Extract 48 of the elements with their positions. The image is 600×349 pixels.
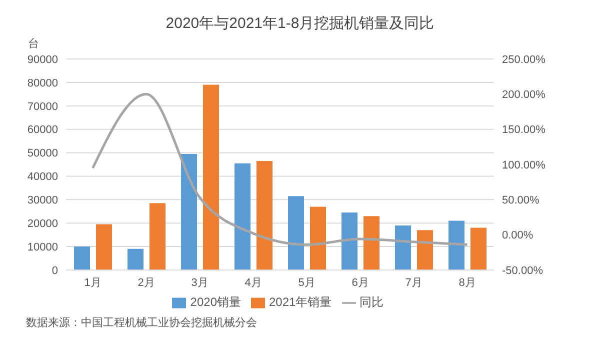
bar [150,203,166,270]
bar [342,212,358,270]
legend-label: 2020销量 [190,295,241,309]
y-tick-label: 10000 [27,241,58,254]
bar [256,160,272,270]
legend-label: 2021年销量 [269,295,332,309]
bar [417,230,433,270]
y-tick-label: 50000 [27,148,58,160]
bar [234,163,250,270]
bar [128,248,144,270]
legend-label: 同比 [360,295,384,309]
y2-tick-label: 50.00% [502,194,540,207]
y2-tick-label: 250.00% [502,54,546,66]
y-tick-label: 40000 [27,171,58,184]
y2-tick-label: 0.00% [502,230,534,242]
y-tick-label: 0 [52,264,58,277]
bar [288,196,304,270]
bar [448,220,464,270]
y-tick-label: 90000 [27,54,58,66]
y-tick-label: 20000 [27,218,58,230]
y2-tick-label: 200.00% [502,89,546,102]
x-tick-label: 4月 [244,276,262,289]
x-tick-label: 8月 [458,276,476,289]
x-tick-label: 6月 [352,276,369,289]
bar [310,206,326,270]
y-tick-label: 30000 [27,194,58,207]
bar [96,224,112,270]
bar [74,246,90,270]
x-tick-label: 1月 [84,276,102,289]
x-tick-label: 2月 [138,276,155,289]
y2-tick-label: -50.00% [502,264,544,277]
x-tick-label: 7月 [405,276,422,289]
y-tick-label: 70000 [27,100,58,113]
bar [395,225,411,270]
source-note: 数据来源：中国工程机械工业协会挖掘机械分会 [26,316,258,330]
y2-tick-label: 150.00% [502,124,546,136]
bar [181,154,197,270]
bar [470,228,486,270]
line-series [92,92,468,246]
y-tick-label: 80000 [27,77,58,90]
chart-title: 2020年与2021年1-8月挖掘机销量及同比 [164,14,436,33]
bar [364,216,380,270]
y2-tick-label: 100.00% [502,159,546,172]
y-axis-title: 台 [28,37,39,51]
x-tick-label: 5月 [298,276,316,289]
y-tick-label: 60000 [27,124,58,136]
bar [203,84,219,270]
x-tick-label: 3月 [191,276,208,289]
